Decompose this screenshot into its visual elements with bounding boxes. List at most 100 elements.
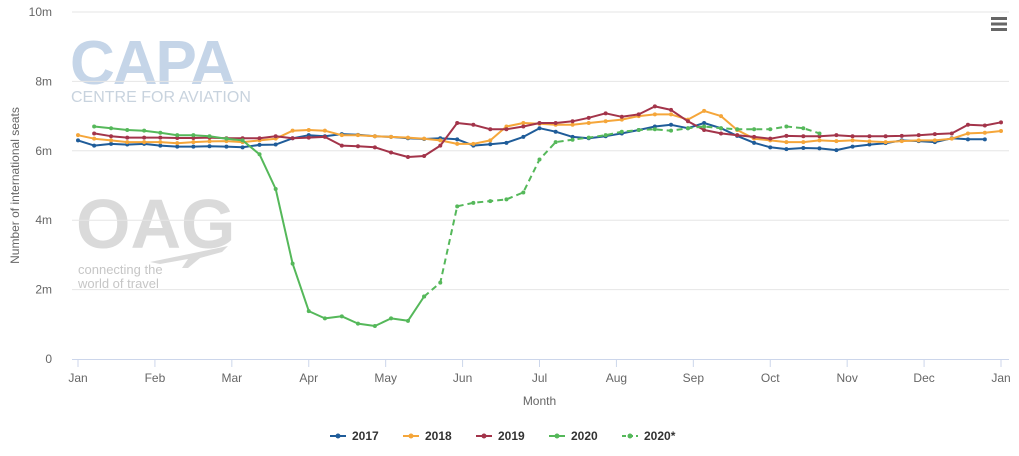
- data-point[interactable]: [586, 115, 591, 120]
- data-point[interactable]: [702, 127, 707, 132]
- data-point[interactable]: [175, 135, 180, 140]
- data-point[interactable]: [224, 144, 229, 149]
- data-point[interactable]: [916, 138, 921, 143]
- data-point[interactable]: [389, 134, 394, 139]
- data-point[interactable]: [932, 132, 937, 137]
- data-point[interactable]: [372, 145, 377, 150]
- data-point[interactable]: [784, 124, 789, 129]
- data-point[interactable]: [207, 134, 212, 139]
- data-point[interactable]: [867, 142, 872, 147]
- data-point[interactable]: [422, 294, 427, 299]
- data-point[interactable]: [273, 134, 278, 139]
- data-point[interactable]: [471, 122, 476, 127]
- data-point[interactable]: [109, 141, 114, 146]
- data-point[interactable]: [801, 140, 806, 145]
- data-point[interactable]: [965, 131, 970, 136]
- data-point[interactable]: [422, 136, 427, 141]
- data-point[interactable]: [158, 143, 163, 148]
- data-point[interactable]: [586, 121, 591, 126]
- data-point[interactable]: [982, 130, 987, 135]
- data-point[interactable]: [125, 140, 130, 145]
- series-line[interactable]: [77, 122, 985, 152]
- data-point[interactable]: [504, 140, 509, 145]
- data-point[interactable]: [372, 324, 377, 329]
- data-point[interactable]: [652, 127, 657, 132]
- data-point[interactable]: [883, 134, 888, 139]
- data-point[interactable]: [784, 147, 789, 152]
- data-point[interactable]: [636, 112, 641, 117]
- data-point[interactable]: [850, 138, 855, 143]
- data-point[interactable]: [158, 130, 163, 135]
- data-point[interactable]: [669, 112, 674, 117]
- data-point[interactable]: [603, 133, 608, 138]
- hamburger-menu-icon[interactable]: [990, 16, 1008, 32]
- data-point[interactable]: [125, 135, 130, 140]
- data-point[interactable]: [982, 137, 987, 142]
- data-point[interactable]: [257, 152, 262, 157]
- data-point[interactable]: [619, 117, 624, 122]
- data-point[interactable]: [455, 204, 460, 209]
- data-point[interactable]: [191, 140, 196, 145]
- data-point[interactable]: [142, 128, 147, 133]
- data-point[interactable]: [916, 133, 921, 138]
- data-point[interactable]: [570, 134, 575, 139]
- data-point[interactable]: [702, 108, 707, 113]
- data-point[interactable]: [735, 133, 740, 138]
- data-point[interactable]: [817, 138, 822, 143]
- data-point[interactable]: [488, 138, 493, 143]
- data-point[interactable]: [142, 135, 147, 140]
- data-point[interactable]: [537, 121, 542, 126]
- data-point[interactable]: [191, 135, 196, 140]
- data-point[interactable]: [817, 131, 822, 136]
- data-point[interactable]: [207, 144, 212, 149]
- legend-item-2018[interactable]: 2018: [403, 429, 452, 443]
- data-point[interactable]: [455, 137, 460, 142]
- data-point[interactable]: [965, 137, 970, 142]
- data-point[interactable]: [92, 131, 97, 136]
- data-point[interactable]: [355, 144, 360, 149]
- data-point[interactable]: [817, 146, 822, 151]
- data-point[interactable]: [158, 135, 163, 140]
- data-point[interactable]: [504, 127, 509, 132]
- legend-item-2017[interactable]: 2017: [330, 429, 379, 443]
- data-point[interactable]: [175, 144, 180, 149]
- data-point[interactable]: [455, 121, 460, 126]
- data-point[interactable]: [422, 154, 427, 159]
- data-point[interactable]: [355, 321, 360, 326]
- series-2020*[interactable]: [422, 124, 822, 299]
- data-point[interactable]: [719, 114, 724, 119]
- data-point[interactable]: [76, 138, 80, 143]
- data-point[interactable]: [504, 124, 509, 129]
- data-point[interactable]: [817, 134, 822, 139]
- data-point[interactable]: [999, 120, 1003, 125]
- legend-item-2020[interactable]: 2020: [549, 429, 598, 443]
- data-point[interactable]: [669, 122, 674, 127]
- data-point[interactable]: [850, 134, 855, 139]
- data-point[interactable]: [109, 134, 114, 139]
- data-point[interactable]: [175, 133, 180, 138]
- data-point[interactable]: [504, 197, 509, 202]
- data-point[interactable]: [586, 135, 591, 140]
- data-point[interactable]: [372, 134, 377, 139]
- data-point[interactable]: [339, 314, 344, 319]
- data-point[interactable]: [306, 127, 311, 132]
- data-point[interactable]: [322, 134, 327, 139]
- data-point[interactable]: [949, 131, 954, 136]
- data-point[interactable]: [784, 140, 789, 145]
- data-point[interactable]: [834, 148, 839, 153]
- data-point[interactable]: [801, 146, 806, 151]
- data-point[interactable]: [752, 127, 757, 132]
- data-point[interactable]: [521, 134, 526, 139]
- data-point[interactable]: [669, 107, 674, 112]
- data-point[interactable]: [553, 140, 558, 145]
- data-point[interactable]: [768, 145, 773, 150]
- data-point[interactable]: [932, 138, 937, 143]
- data-point[interactable]: [191, 144, 196, 149]
- data-point[interactable]: [109, 126, 114, 131]
- data-point[interactable]: [290, 128, 295, 133]
- data-point[interactable]: [339, 143, 344, 148]
- data-point[interactable]: [521, 190, 526, 195]
- data-point[interactable]: [784, 133, 789, 138]
- data-point[interactable]: [702, 121, 707, 126]
- data-point[interactable]: [240, 138, 245, 143]
